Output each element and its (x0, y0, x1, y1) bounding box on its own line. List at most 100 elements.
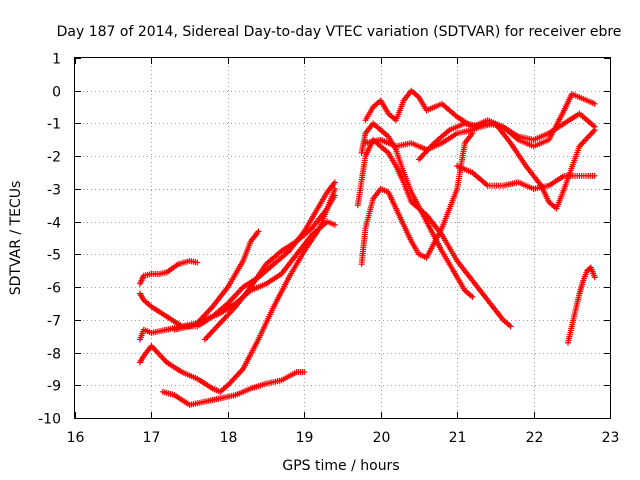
y-tick-label: -9 (47, 379, 61, 395)
plus-marker (331, 179, 338, 186)
series-s14 (454, 163, 598, 192)
plus-marker (591, 127, 598, 133)
plus-marker (234, 371, 241, 378)
series-s1 (136, 257, 201, 287)
data-marks (136, 87, 598, 408)
plus-marker (591, 100, 598, 107)
y-tick-label: -3 (47, 183, 61, 199)
plus-marker (214, 323, 221, 330)
plus-marker (331, 192, 338, 199)
y-tick-label: -2 (47, 150, 61, 166)
plus-marker (591, 172, 598, 179)
plus-marker (218, 318, 225, 325)
plus-marker (217, 320, 224, 327)
x-tick-label: 23 (602, 430, 620, 446)
plus-marker (469, 293, 476, 300)
plus-marker (234, 290, 241, 297)
series-s7 (201, 192, 338, 343)
y-tick-label: -8 (47, 347, 61, 363)
plus-marker (237, 368, 244, 375)
chart-title: Day 187 of 2014, Sidereal Day-to-day VTE… (57, 24, 622, 40)
plus-marker (160, 356, 167, 363)
plus-marker (331, 221, 338, 228)
y-tick-label: -5 (47, 248, 61, 264)
plus-marker (415, 156, 422, 163)
plus-marker (159, 354, 166, 361)
plus-marker (204, 309, 211, 316)
plus-marker (208, 329, 215, 336)
y-tick-label: 0 (52, 85, 61, 101)
plus-marker (301, 369, 308, 376)
plus-marker (201, 336, 208, 343)
plus-marker (158, 353, 165, 360)
plus-marker (224, 312, 231, 319)
plus-marker (584, 134, 591, 141)
plus-marker (235, 288, 242, 295)
plus-marker (202, 311, 209, 318)
plus-marker (225, 311, 232, 318)
plus-marker (205, 308, 212, 315)
y-axis-label: SDTVAR / TECUs (8, 181, 24, 296)
plus-marker (231, 374, 238, 381)
plus-marker (215, 321, 222, 328)
plus-marker (222, 314, 229, 321)
plus-marker (587, 131, 594, 138)
plus-marker (579, 140, 586, 147)
plus-marker (418, 153, 425, 160)
y-tick-label: -7 (47, 314, 61, 330)
axis-ticks (75, 58, 611, 419)
plus-marker (211, 326, 218, 333)
x-tick-label: 18 (220, 430, 238, 446)
x-tick-label: 17 (143, 430, 161, 446)
plus-marker (588, 129, 595, 136)
plus-marker (153, 348, 160, 355)
y-tick-label: -1 (47, 117, 61, 133)
plus-marker (237, 287, 244, 294)
plus-marker (156, 351, 163, 358)
x-tick-label: 16 (67, 430, 85, 446)
plus-marker (213, 324, 220, 331)
series-s15 (564, 264, 598, 346)
plus-marker (580, 138, 587, 145)
x-axis-label: GPS time / hours (282, 458, 399, 474)
x-tick-label: 21 (449, 430, 467, 446)
plus-marker (591, 274, 598, 281)
plus-marker (233, 373, 240, 380)
series-s5 (159, 369, 308, 408)
y-tick-label: 1 (52, 52, 61, 68)
series-s10 (358, 120, 476, 300)
plus-marker (151, 345, 158, 352)
y-tick-label: -4 (47, 216, 61, 232)
plus-marker (231, 293, 238, 300)
plus-marker (255, 228, 262, 235)
plus-marker (331, 185, 338, 192)
plus-marker (155, 350, 162, 357)
plus-marker (233, 291, 240, 298)
plus-marker (207, 330, 214, 337)
plus-marker (230, 294, 237, 301)
grid-lines (75, 58, 610, 418)
plus-marker (229, 377, 236, 384)
tick-labels: 16 17 18 19 20 21 22 23-10-9-8-7-6-5-4-3-2-101 (38, 52, 619, 447)
plus-marker (204, 333, 211, 340)
plus-marker (227, 379, 234, 386)
plus-marker (583, 135, 590, 142)
plus-marker (203, 334, 210, 341)
x-tick-label: 22 (526, 430, 544, 446)
plus-marker (194, 259, 201, 266)
plus-marker (586, 132, 593, 139)
plus-marker (581, 137, 588, 144)
plus-marker (219, 317, 226, 324)
plus-marker (229, 295, 236, 302)
plus-marker (206, 331, 213, 338)
plot-frame (74, 57, 611, 419)
series-s13 (415, 120, 598, 212)
plus-marker (417, 154, 424, 161)
series-s11 (362, 87, 598, 150)
plus-marker (152, 347, 159, 354)
x-tick-label: 20 (373, 430, 391, 446)
plus-marker (235, 370, 242, 377)
y-tick-label: -6 (47, 281, 61, 297)
plus-marker (420, 151, 427, 158)
